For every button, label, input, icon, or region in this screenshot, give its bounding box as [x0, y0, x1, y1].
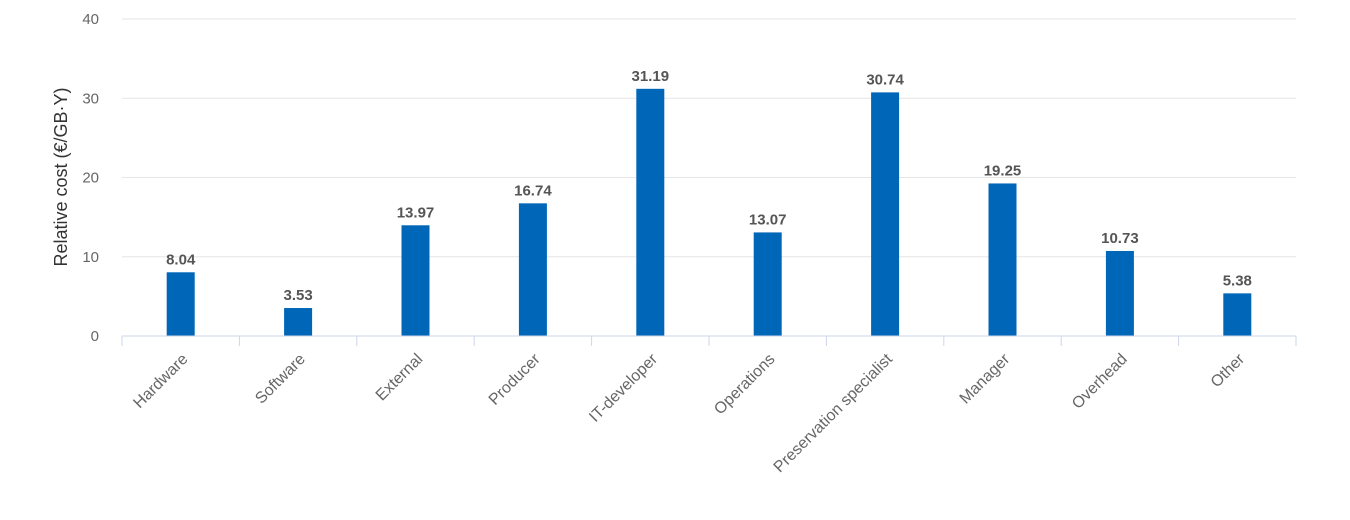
data-label: 10.73 [1101, 230, 1139, 247]
data-labels: 8.04 3.53 13.97 16.74 31.19 13.07 30.74 19.25 10… [166, 68, 1252, 304]
bar-other[interactable] [1223, 293, 1252, 336]
x-tick-label: Producer [486, 350, 544, 408]
bar-it-developer[interactable] [636, 88, 665, 337]
data-label: 8.04 [166, 251, 196, 268]
x-tick-label: Preservation specialist [771, 350, 897, 476]
data-label: 16.74 [514, 182, 552, 199]
x-tick-label: External [373, 351, 427, 405]
y-tick-label: 40 [82, 11, 99, 28]
data-label: 3.53 [283, 287, 312, 304]
bar-software[interactable] [284, 308, 313, 336]
data-label: 31.19 [632, 68, 670, 85]
data-label: 13.07 [749, 211, 787, 228]
y-axis-title: Relative cost (€/GB·Y) [51, 87, 71, 266]
bar-overhead[interactable] [1105, 250, 1134, 336]
data-label: 30.74 [866, 71, 904, 88]
y-tick-label: 10 [82, 249, 99, 266]
bar-producer[interactable] [518, 203, 547, 336]
y-tick-label: 0 [91, 328, 99, 345]
bar-operations[interactable] [753, 232, 782, 336]
y-axis-ticks: 0 10 20 30 40 [82, 11, 99, 345]
x-tick-label: Overhead [1069, 351, 1131, 413]
data-label: 19.25 [984, 162, 1022, 179]
y-tick-label: 20 [82, 170, 99, 187]
x-tick-label: Other [1208, 350, 1249, 391]
bar-hardware[interactable] [166, 272, 195, 336]
data-label: 13.97 [397, 204, 435, 221]
x-tick-label: IT-developer [586, 350, 661, 425]
x-tick-label: Software [252, 351, 309, 408]
data-label: 5.38 [1223, 272, 1252, 289]
bar-preservation-specialist[interactable] [871, 92, 900, 336]
grid-lines [122, 18, 1296, 258]
bar-external[interactable] [401, 225, 430, 336]
x-axis: Hardware Software External Producer IT-devel… [121, 335, 1297, 476]
x-tick-label: Manager [957, 350, 1014, 407]
x-tick-label: Operations [711, 351, 778, 418]
y-tick-label: 30 [82, 90, 99, 107]
x-tick-label: Hardware [130, 351, 191, 412]
bar-manager[interactable] [988, 183, 1017, 336]
bars [166, 88, 1252, 337]
